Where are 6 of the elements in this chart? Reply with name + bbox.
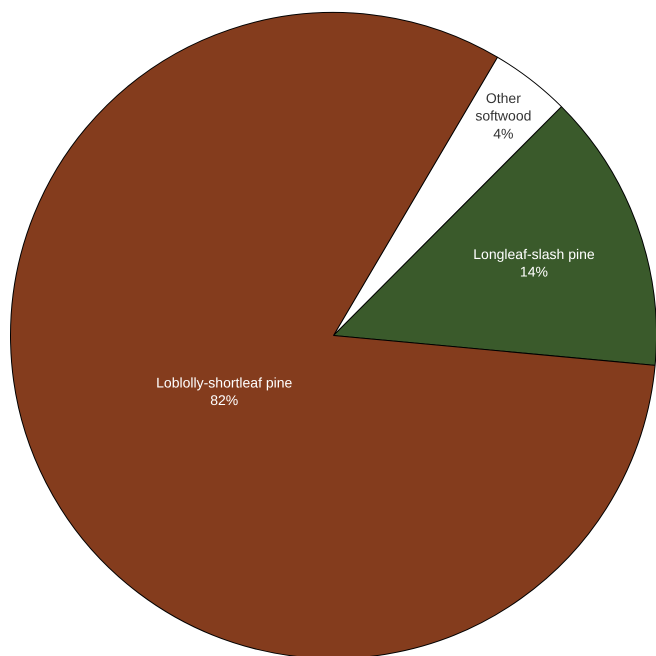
slice-label: Longleaf-slash pine: [473, 246, 595, 262]
slice-label: Other softwood: [475, 90, 532, 124]
slice-label: Loblolly-shortleaf pine: [156, 374, 293, 391]
data-label: 4%: [493, 125, 514, 142]
data-label: 82%: [210, 392, 238, 408]
data-label: 14%: [520, 264, 548, 280]
